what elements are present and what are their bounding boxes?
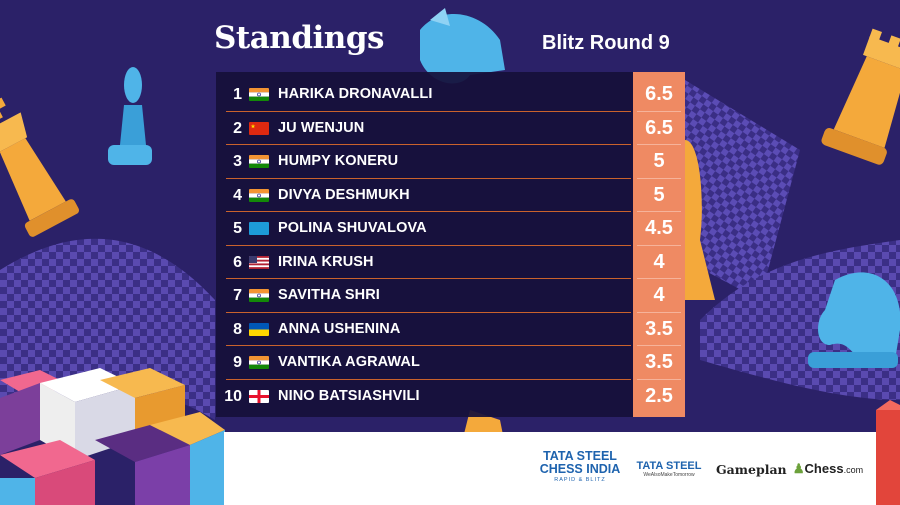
score-divider — [637, 311, 681, 313]
player-score: 6.5 — [645, 116, 673, 139]
flag-ukraine-icon — [249, 322, 269, 336]
knight-piece-top — [420, 8, 505, 84]
chesscom-logo: ♟Chess.com — [792, 461, 864, 477]
flag-usa-icon — [249, 255, 269, 269]
rank-number: 2 — [233, 119, 242, 137]
sponsor-footer: TATA STEEL CHESS INDIA RAPID & BLITZ TAT… — [224, 432, 876, 505]
score-divider — [637, 278, 681, 279]
logo-text: WeAlsoMakeTomorrow — [643, 472, 695, 478]
flag-india-icon — [249, 88, 269, 101]
standings-row: 8 ANNA USHENINA — [216, 313, 685, 346]
logo-text: RAPID & BLITZ — [554, 477, 606, 483]
flag-georgia-icon — [249, 389, 269, 403]
player-name: IRINA KRUSH — [278, 253, 374, 270]
standings-row: 5 POLINA SHUVALOVA — [216, 212, 685, 246]
player-name: VANTIKA AGRAWAL — [278, 354, 420, 370]
standings-row: 1 HARIKA DRONAVALLI — [216, 78, 685, 112]
player-score: 5 — [653, 150, 665, 172]
player-name: POLINA SHUVALOVA — [278, 220, 427, 236]
row-divider — [226, 311, 631, 313]
standings-row: 2 JU WENJUN — [216, 112, 685, 145]
score-divider — [637, 110, 681, 112]
score-divider — [637, 144, 681, 145]
tata-steel-chess-india-logo: TATA STEEL CHESS INDIA RAPID & BLITZ — [534, 450, 626, 484]
player-name: DIVYA DESHMUKH — [278, 186, 410, 203]
standings-row: 3 HUMPY KONERU — [216, 145, 685, 179]
flag-india-icon — [249, 289, 269, 302]
row-divider — [226, 345, 631, 346]
rank-number: 4 — [233, 186, 242, 204]
flag-india-icon — [249, 188, 269, 202]
player-name: ANNA USHENINA — [278, 320, 401, 337]
row-divider — [226, 244, 631, 246]
rank-number: 6 — [233, 253, 242, 271]
flag-fide-icon — [249, 222, 269, 235]
player-name: HARIKA DRONAVALLI — [278, 86, 433, 102]
rank-number: 1 — [233, 86, 242, 103]
blocks-bottom-left — [0, 368, 225, 505]
score-divider — [637, 378, 681, 380]
logo-text: TATA STEEL — [543, 449, 617, 463]
rank-number: 5 — [233, 220, 242, 237]
score-divider — [637, 177, 681, 179]
standings-row: 4 DIVYA DESHMUKH — [216, 179, 685, 212]
standings-row: 6 IRINA KRUSH — [216, 246, 685, 279]
pawn-icon: ♟ — [792, 461, 805, 476]
player-name: JU WENJUN — [278, 119, 365, 136]
bishop-piece-left — [108, 67, 152, 165]
rank-number: 7 — [233, 287, 242, 304]
score-divider — [637, 244, 681, 246]
player-score: 2.5 — [645, 384, 673, 407]
flag-china-icon — [249, 121, 269, 135]
gameplan-logo: Gameplan — [716, 462, 787, 477]
rook-piece-right — [821, 28, 900, 165]
row-divider — [226, 177, 631, 179]
row-divider — [226, 278, 631, 279]
player-score: 4 — [653, 284, 665, 306]
standings-row: 10 NINO BATSIASHVILI — [216, 380, 685, 414]
logo-text: CHESS INDIA — [539, 462, 621, 476]
page-title: Standings — [214, 20, 384, 56]
player-name: NINO BATSIASHVILI — [278, 387, 420, 404]
score-divider — [637, 211, 681, 212]
rank-number: 10 — [224, 387, 242, 405]
player-name: SAVITHA SHRI — [278, 287, 380, 303]
rank-number: 8 — [233, 320, 242, 338]
round-subtitle: Blitz Round 9 — [542, 32, 670, 54]
player-score: 5 — [653, 183, 665, 206]
block-bottom-right — [876, 400, 900, 505]
flag-india-icon — [249, 356, 269, 369]
player-score: 4.5 — [645, 217, 673, 239]
row-divider — [226, 378, 631, 380]
standings-table: 1 HARIKA DRONAVALLI 2 JU WENJUN 3 HUMPY KONER… — [216, 72, 685, 417]
logo-text: TATA STEEL — [636, 460, 702, 472]
logo-text: .com — [843, 465, 864, 475]
pawn-piece-right — [685, 140, 715, 300]
flag-india-icon — [249, 155, 269, 168]
player-score: 3.5 — [645, 317, 673, 340]
player-name: HUMPY KONERU — [278, 153, 399, 169]
row-divider — [226, 144, 631, 145]
player-score: 3.5 — [645, 351, 673, 373]
logo-text: Chess — [804, 461, 844, 476]
king-piece-left — [0, 94, 80, 237]
standings-row: 9 VANTIKA AGRAWAL — [216, 346, 685, 380]
player-score: 6.5 — [645, 83, 673, 105]
knight-piece-right — [808, 272, 900, 368]
rank-number: 9 — [233, 354, 242, 371]
row-divider — [226, 110, 631, 112]
rank-number: 3 — [233, 153, 242, 170]
checkered-ribbon-right — [685, 80, 800, 300]
row-divider — [226, 211, 631, 212]
score-divider — [637, 345, 681, 346]
player-score: 4 — [653, 250, 665, 273]
standings-row: 7 SAVITHA SHRI — [216, 279, 685, 313]
tata-steel-logo: TATA STEEL WeAlsoMakeTomorrow — [634, 460, 704, 479]
